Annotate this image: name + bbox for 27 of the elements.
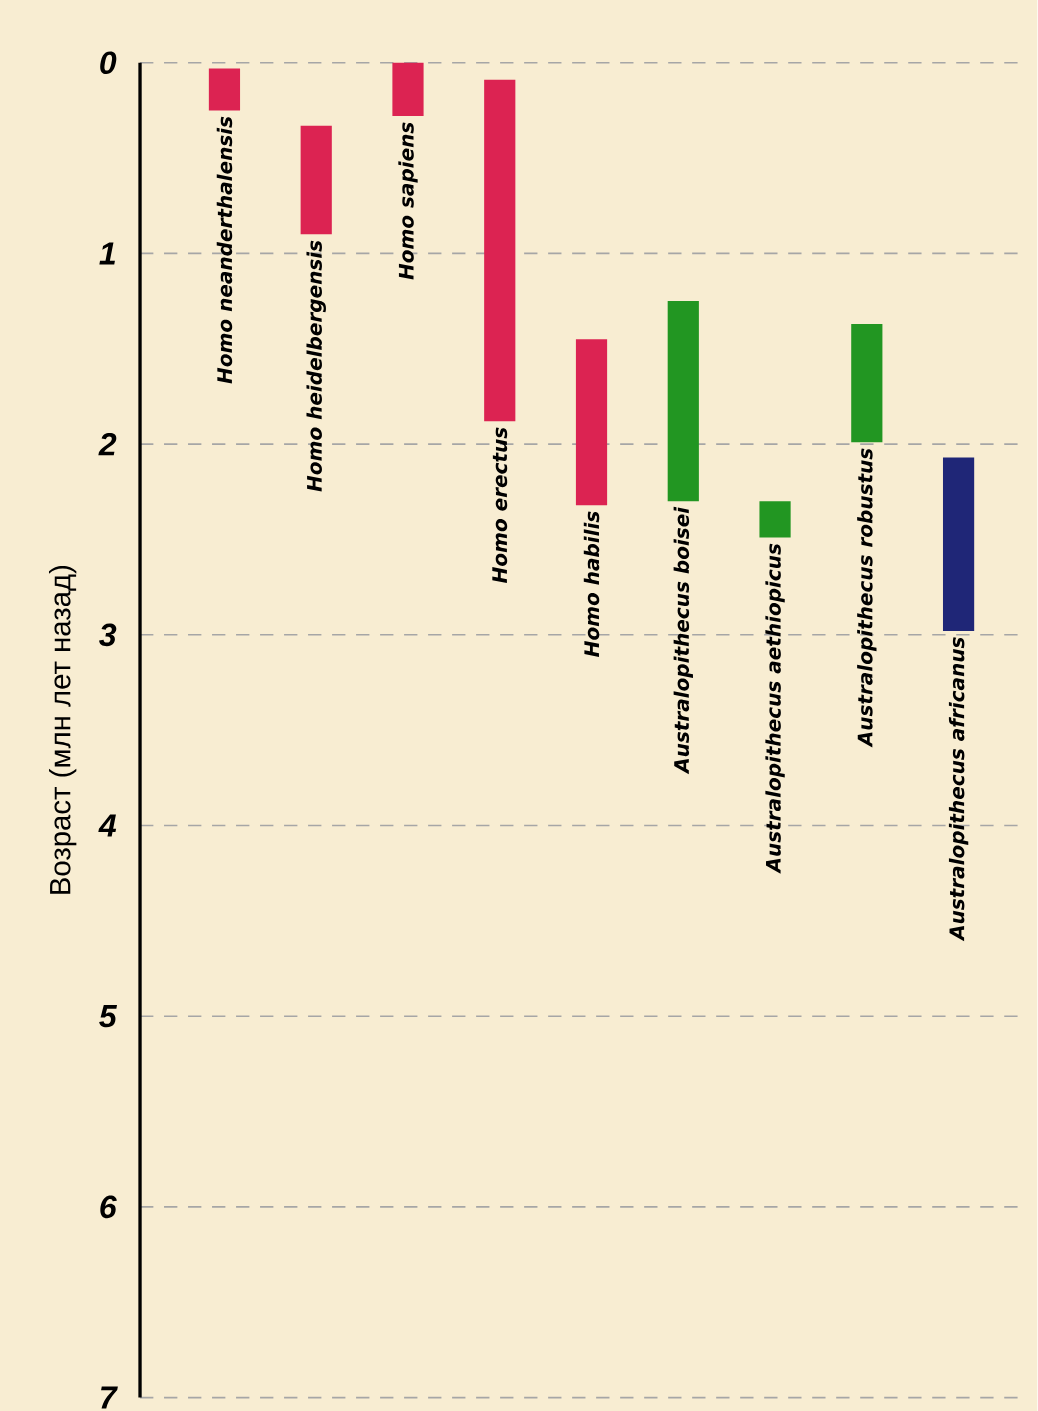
- x-tick-label: Homo neanderthalensis: [216, 116, 233, 384]
- y-tick-label: 0: [100, 51, 117, 75]
- y-tick-label: 3: [99, 623, 117, 647]
- bar: [300, 125, 333, 235]
- x-tick-label: Homo sapiens: [398, 122, 418, 280]
- bar: [392, 62, 424, 117]
- x-tick-label: Homo habilis: [584, 511, 600, 657]
- x-tick-label: Homo heidelbergensis: [306, 240, 327, 492]
- x-tick-label: Homo erectus: [492, 427, 508, 584]
- bar: [759, 501, 791, 538]
- bar: [576, 339, 608, 506]
- bar: [484, 79, 516, 422]
- y-tick-label: 5: [99, 1005, 118, 1028]
- y-tick-label: 1: [99, 242, 116, 265]
- y-tick-label: 2: [98, 432, 117, 456]
- y-tick-label: 4: [98, 814, 117, 837]
- x-tick-label: Australopithecus aethiopicus: [765, 543, 785, 874]
- bar: [851, 323, 883, 443]
- y-tick-label: 6: [100, 1195, 118, 1219]
- bar: [943, 457, 975, 631]
- x-tick-label: Australopithecus africanus: [949, 637, 969, 942]
- y-tick-label: 7: [101, 1386, 119, 1409]
- x-tick-label: Australopithecus boisei: [673, 506, 694, 775]
- x-tick-label: Australopithecus robustus: [857, 448, 877, 748]
- bar: [667, 301, 700, 502]
- y-axis-title: Возраст (млн лет назад): [49, 565, 77, 894]
- bar: [209, 68, 241, 111]
